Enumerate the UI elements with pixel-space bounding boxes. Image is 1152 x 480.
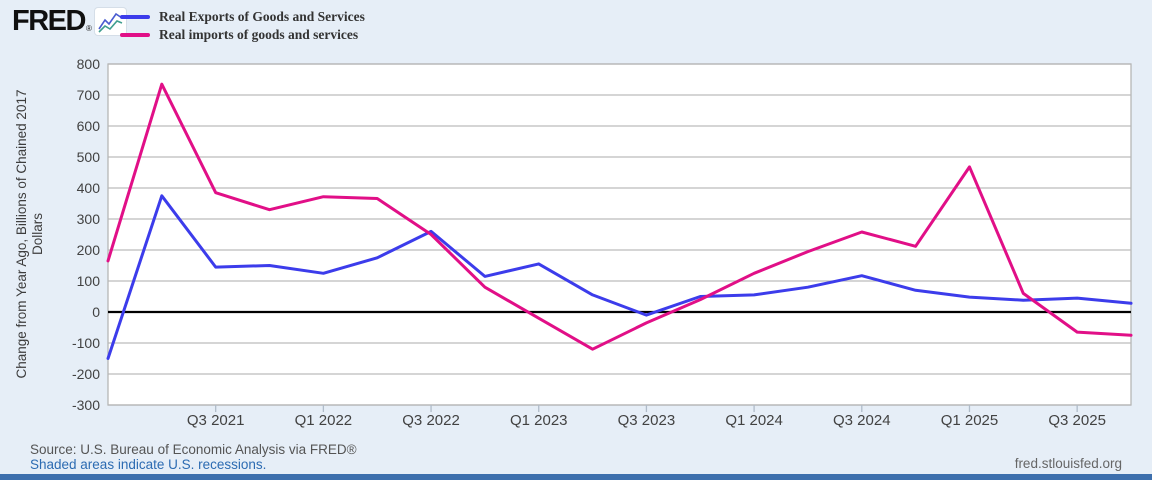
legend-label-exports: Real Exports of Goods and Services bbox=[159, 9, 365, 24]
chart-header: FRED ® Real Exports of Goods and Service… bbox=[0, 0, 1152, 46]
exports-line-swatch bbox=[120, 15, 150, 19]
fred-logo[interactable]: FRED ® bbox=[12, 6, 126, 36]
source-text: Source: U.S. Bureau of Economic Analysis… bbox=[30, 442, 357, 457]
y-axis-title-line1: Change from Year Ago, Billions of Chaine… bbox=[14, 89, 29, 379]
x-axis-tick-label: Q3 2023 bbox=[617, 412, 676, 429]
fred-url-link[interactable]: fred.stlouisfed.org bbox=[1014, 456, 1122, 471]
imports-line-swatch bbox=[120, 33, 150, 37]
y-axis-tick-label: -300 bbox=[71, 397, 100, 413]
x-axis-tick-label: Q1 2025 bbox=[940, 412, 999, 429]
registered-trademark: ® bbox=[85, 24, 92, 33]
y-axis-tick-label: -200 bbox=[71, 366, 100, 382]
legend-item-exports[interactable]: Real Exports of Goods and Services bbox=[120, 9, 365, 25]
y-axis-tick-label: 400 bbox=[76, 180, 100, 196]
y-axis-tick-label: 800 bbox=[76, 56, 100, 72]
x-axis-tick-label: Q3 2021 bbox=[186, 412, 245, 429]
y-axis-tick-label: -100 bbox=[71, 335, 100, 351]
y-axis-title: Change from Year Ago, Billions of Chaine… bbox=[14, 64, 46, 404]
y-axis-tick-label: 300 bbox=[76, 211, 100, 227]
x-axis-tick-label: Q1 2023 bbox=[509, 412, 568, 429]
legend: Real Exports of Goods and Services Real … bbox=[120, 9, 365, 45]
bottom-accent-bar bbox=[0, 474, 1152, 480]
fred-logo-text: FRED bbox=[12, 5, 86, 37]
legend-item-imports[interactable]: Real imports of goods and services bbox=[120, 27, 365, 43]
x-axis-tick-label: Q3 2022 bbox=[402, 412, 460, 429]
x-axis-tick-label: Q3 2024 bbox=[833, 412, 891, 429]
recessions-note-link[interactable]: Shaded areas indicate U.S. recessions. bbox=[30, 457, 267, 472]
y-axis-tick-label: 600 bbox=[76, 118, 100, 134]
y-axis-tick-label: 100 bbox=[76, 273, 100, 289]
x-axis-tick-label: Q3 2025 bbox=[1048, 412, 1106, 429]
y-axis-title-line2: Dollars bbox=[30, 213, 45, 256]
y-axis-tick-label: 0 bbox=[92, 304, 100, 320]
y-axis-tick-label: 700 bbox=[76, 87, 100, 103]
legend-label-imports: Real imports of goods and services bbox=[159, 27, 359, 42]
x-axis-tick-label: Q1 2022 bbox=[294, 412, 353, 429]
y-axis-tick-label: 500 bbox=[76, 149, 100, 165]
x-axis-tick-label: Q1 2024 bbox=[725, 412, 783, 429]
y-axis-tick-label: 200 bbox=[76, 242, 100, 258]
fred-sparkline-icon bbox=[94, 7, 126, 35]
